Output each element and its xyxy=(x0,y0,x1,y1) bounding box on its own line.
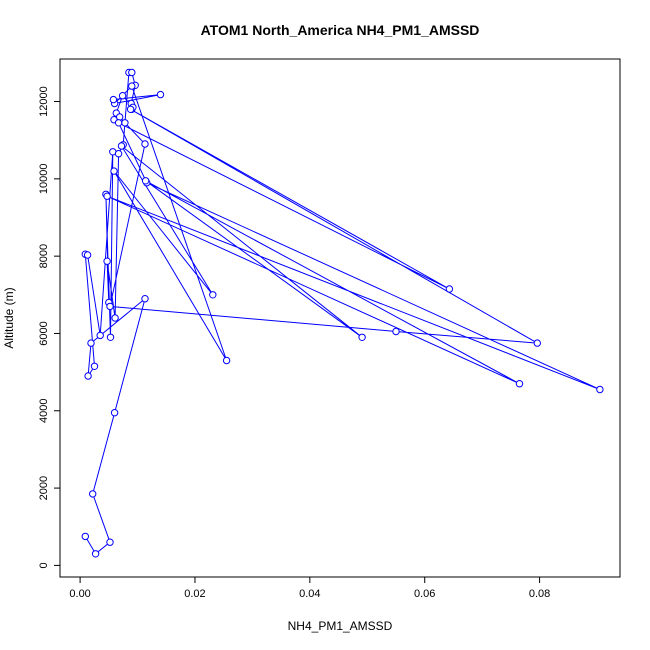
data-point xyxy=(83,251,92,259)
data-point xyxy=(89,490,97,498)
series-points xyxy=(81,68,604,558)
y-tick-label: 0 xyxy=(38,562,50,568)
data-point xyxy=(121,119,129,127)
x-tick-label: 0.04 xyxy=(299,588,320,600)
data-point xyxy=(596,385,604,394)
data-point xyxy=(141,177,150,185)
plot-frame xyxy=(59,58,621,578)
data-point xyxy=(209,291,217,299)
y-tick-label: 10000 xyxy=(38,164,50,195)
data-point xyxy=(445,285,454,293)
data-point xyxy=(118,92,127,100)
data-point xyxy=(111,314,119,322)
data-point xyxy=(84,372,92,380)
x-axis-label: NH4_PM1_AMSSD xyxy=(288,619,393,633)
data-point xyxy=(156,90,165,99)
data-point xyxy=(109,95,118,104)
y-axis-label: Altitude (m) xyxy=(2,287,16,348)
data-point xyxy=(103,257,111,265)
data-point xyxy=(110,409,119,417)
y-tick-label: 4000 xyxy=(38,399,50,423)
data-point xyxy=(114,119,123,127)
series-polyline xyxy=(84,72,601,555)
x-tick-label: 0.06 xyxy=(414,588,435,600)
data-point xyxy=(103,192,111,200)
data-point xyxy=(358,333,366,341)
data-point xyxy=(392,327,400,336)
data-point xyxy=(87,339,95,347)
data-point xyxy=(91,550,100,558)
data-point xyxy=(515,380,524,388)
data-point xyxy=(106,333,115,341)
data-point xyxy=(106,302,114,311)
x-tick-label: 0.02 xyxy=(184,588,205,600)
data-point xyxy=(128,82,136,90)
data-point xyxy=(114,150,123,158)
chart-title: ATOM1 North_America NH4_PM1_AMSSD xyxy=(201,22,480,38)
y-tick-label: 8000 xyxy=(38,244,50,268)
data-point xyxy=(116,113,124,121)
x-axis: 0.00 0.02 0.04 0.06 0.08 xyxy=(69,577,550,600)
x-tick-label: 0.00 xyxy=(69,588,90,600)
data-point xyxy=(90,362,99,370)
data-point xyxy=(117,142,126,150)
data-point xyxy=(106,538,114,546)
data-point xyxy=(128,68,136,77)
series-line xyxy=(84,72,601,555)
data-point xyxy=(533,339,541,347)
y-axis: 0 2000 4000 6000 8000 10000 12000 xyxy=(38,86,60,568)
x-tick-label: 0.08 xyxy=(529,588,550,600)
data-point xyxy=(81,532,90,541)
data-point xyxy=(110,167,118,175)
data-point xyxy=(141,140,149,148)
y-tick-label: 2000 xyxy=(38,476,50,500)
data-point xyxy=(141,295,149,303)
data-point xyxy=(126,105,135,114)
data-point xyxy=(222,356,231,365)
y-tick-label: 6000 xyxy=(38,321,50,345)
y-tick-label: 12000 xyxy=(38,86,50,117)
data-point xyxy=(96,331,104,340)
